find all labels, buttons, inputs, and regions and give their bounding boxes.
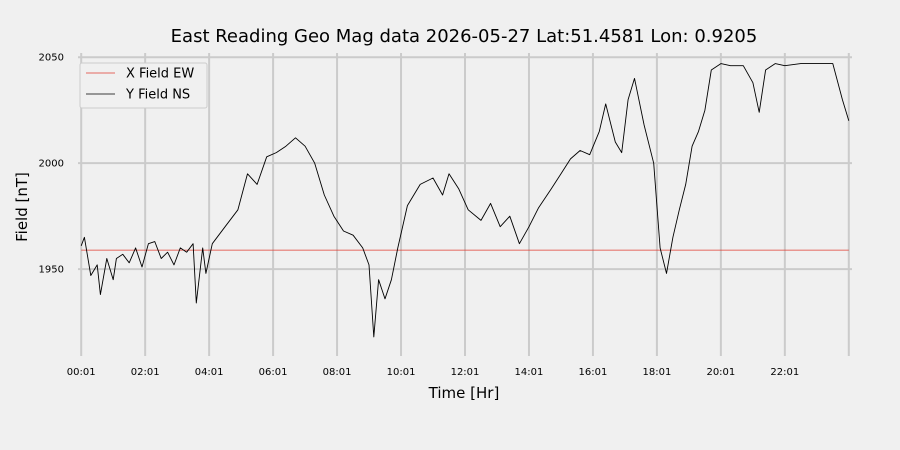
x-tick-label: 00:01 bbox=[67, 367, 96, 378]
legend: X Field EW Y Field NS bbox=[79, 62, 208, 109]
legend-label: Y Field NS bbox=[125, 88, 190, 103]
x-tick-label: 14:01 bbox=[515, 367, 544, 378]
y-tick-labels: 1950 2000 2050 bbox=[39, 53, 64, 276]
y-axis-label: Field [nT] bbox=[13, 172, 31, 242]
x-tick-label: 08:01 bbox=[323, 367, 352, 378]
x-tick-label: 02:01 bbox=[131, 367, 160, 378]
x-tick-label: 18:01 bbox=[642, 367, 671, 378]
legend-box bbox=[79, 62, 208, 109]
y-tick-label: 2050 bbox=[39, 53, 64, 64]
x-tick-labels: 00:01 02:01 04:01 06:01 08:01 10:01 12:01 14:01… bbox=[67, 367, 799, 378]
legend-label: X Field EW bbox=[126, 67, 194, 82]
x-tick-label: 06:01 bbox=[259, 367, 288, 378]
series-lines bbox=[80, 63, 850, 338]
y-tick-label: 1950 bbox=[39, 265, 64, 276]
x-tick-label: 22:01 bbox=[770, 367, 799, 378]
x-tick-label: 04:01 bbox=[195, 367, 224, 378]
x-tick-label: 12:01 bbox=[451, 367, 480, 378]
chart-title: East Reading Geo Mag data 2026-05-27 Lat… bbox=[171, 26, 758, 47]
x-axis-label: Time [Hr] bbox=[428, 384, 500, 402]
x-tick-label: 16:01 bbox=[579, 367, 608, 378]
y-tick-label: 2000 bbox=[39, 159, 64, 170]
x-tick-label: 20:01 bbox=[706, 367, 735, 378]
x-tick-label: 10:01 bbox=[387, 367, 416, 378]
series-line-1 bbox=[80, 63, 850, 338]
